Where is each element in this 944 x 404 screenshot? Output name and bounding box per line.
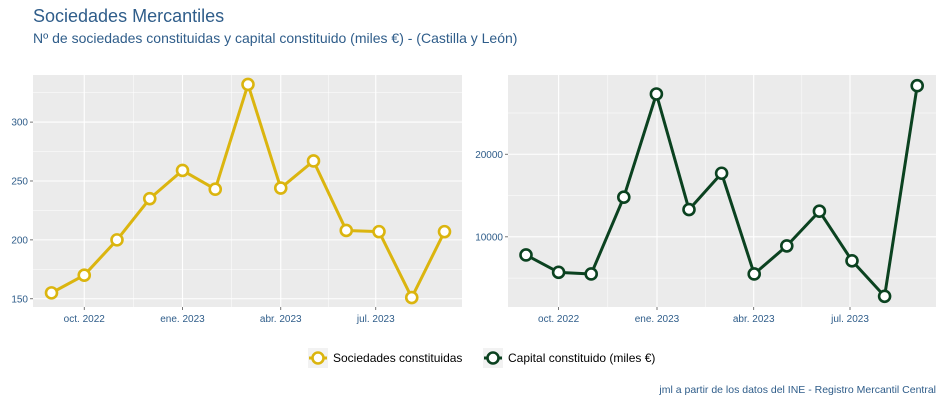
data-point bbox=[339, 223, 354, 238]
x-tick-label: ene. 2023 bbox=[635, 314, 680, 325]
data-point bbox=[779, 239, 794, 253]
x-tick-label: abr. 2023 bbox=[733, 314, 775, 325]
x-tick-label: ene. 2023 bbox=[160, 314, 205, 325]
x-tick-label: jul. 2023 bbox=[830, 314, 869, 325]
data-point bbox=[682, 202, 696, 217]
data-point bbox=[616, 190, 631, 204]
data-point bbox=[110, 233, 124, 247]
data-point bbox=[208, 182, 223, 197]
data-point bbox=[584, 267, 599, 281]
y-tick-label: 200 bbox=[11, 235, 28, 246]
x-tick-label: jul. 2023 bbox=[356, 314, 395, 325]
y-tick-label: 250 bbox=[11, 176, 28, 187]
panel-sociedades: 150 200 250 300 oct. 2022 ene. 2023 abr. 2023 j… bbox=[11, 75, 462, 325]
data-point bbox=[551, 265, 566, 280]
chart-title: Sociedades Mercantiles bbox=[33, 6, 225, 26]
data-point bbox=[649, 87, 664, 101]
x-tick-label: oct. 2022 bbox=[64, 314, 106, 325]
data-point bbox=[845, 253, 859, 268]
plot-background bbox=[33, 75, 462, 307]
data-point bbox=[747, 267, 762, 281]
data-point bbox=[714, 166, 729, 181]
legend-label: Sociedades constituidas bbox=[333, 351, 462, 365]
data-point bbox=[77, 268, 92, 283]
data-point bbox=[877, 289, 892, 304]
x-tick-label: oct. 2022 bbox=[538, 314, 580, 325]
data-point bbox=[306, 154, 321, 168]
data-point bbox=[273, 181, 288, 195]
data-point bbox=[812, 204, 827, 219]
data-point bbox=[404, 290, 419, 305]
legend-key-point bbox=[311, 351, 325, 365]
panel-capital: 10000 20000 oct. 2022 ene. 2023 abr. 2023 jul… bbox=[475, 75, 936, 325]
y-tick-label: 20000 bbox=[475, 150, 503, 161]
chart-subtitle: Nº de sociedades constituidas y capital … bbox=[33, 30, 518, 46]
legend-key-point bbox=[486, 351, 500, 365]
y-tick-label: 300 bbox=[11, 118, 28, 129]
data-point bbox=[519, 248, 533, 262]
data-point bbox=[142, 191, 157, 206]
data-point bbox=[44, 286, 59, 300]
data-point bbox=[910, 78, 925, 93]
x-tick-label: abr. 2023 bbox=[260, 314, 302, 325]
data-point bbox=[241, 77, 255, 92]
plot-background bbox=[508, 75, 936, 307]
data-point bbox=[372, 224, 386, 239]
legend-label: Capital constituido (miles €) bbox=[508, 351, 655, 365]
y-tick-label: 10000 bbox=[475, 232, 503, 243]
source-caption: jml a partir de los datos del INE - Regi… bbox=[659, 384, 936, 396]
data-point bbox=[175, 163, 190, 178]
data-point bbox=[437, 224, 452, 239]
legend: Sociedades constituidas Capital constitui… bbox=[308, 348, 655, 368]
y-tick-label: 150 bbox=[11, 294, 28, 305]
